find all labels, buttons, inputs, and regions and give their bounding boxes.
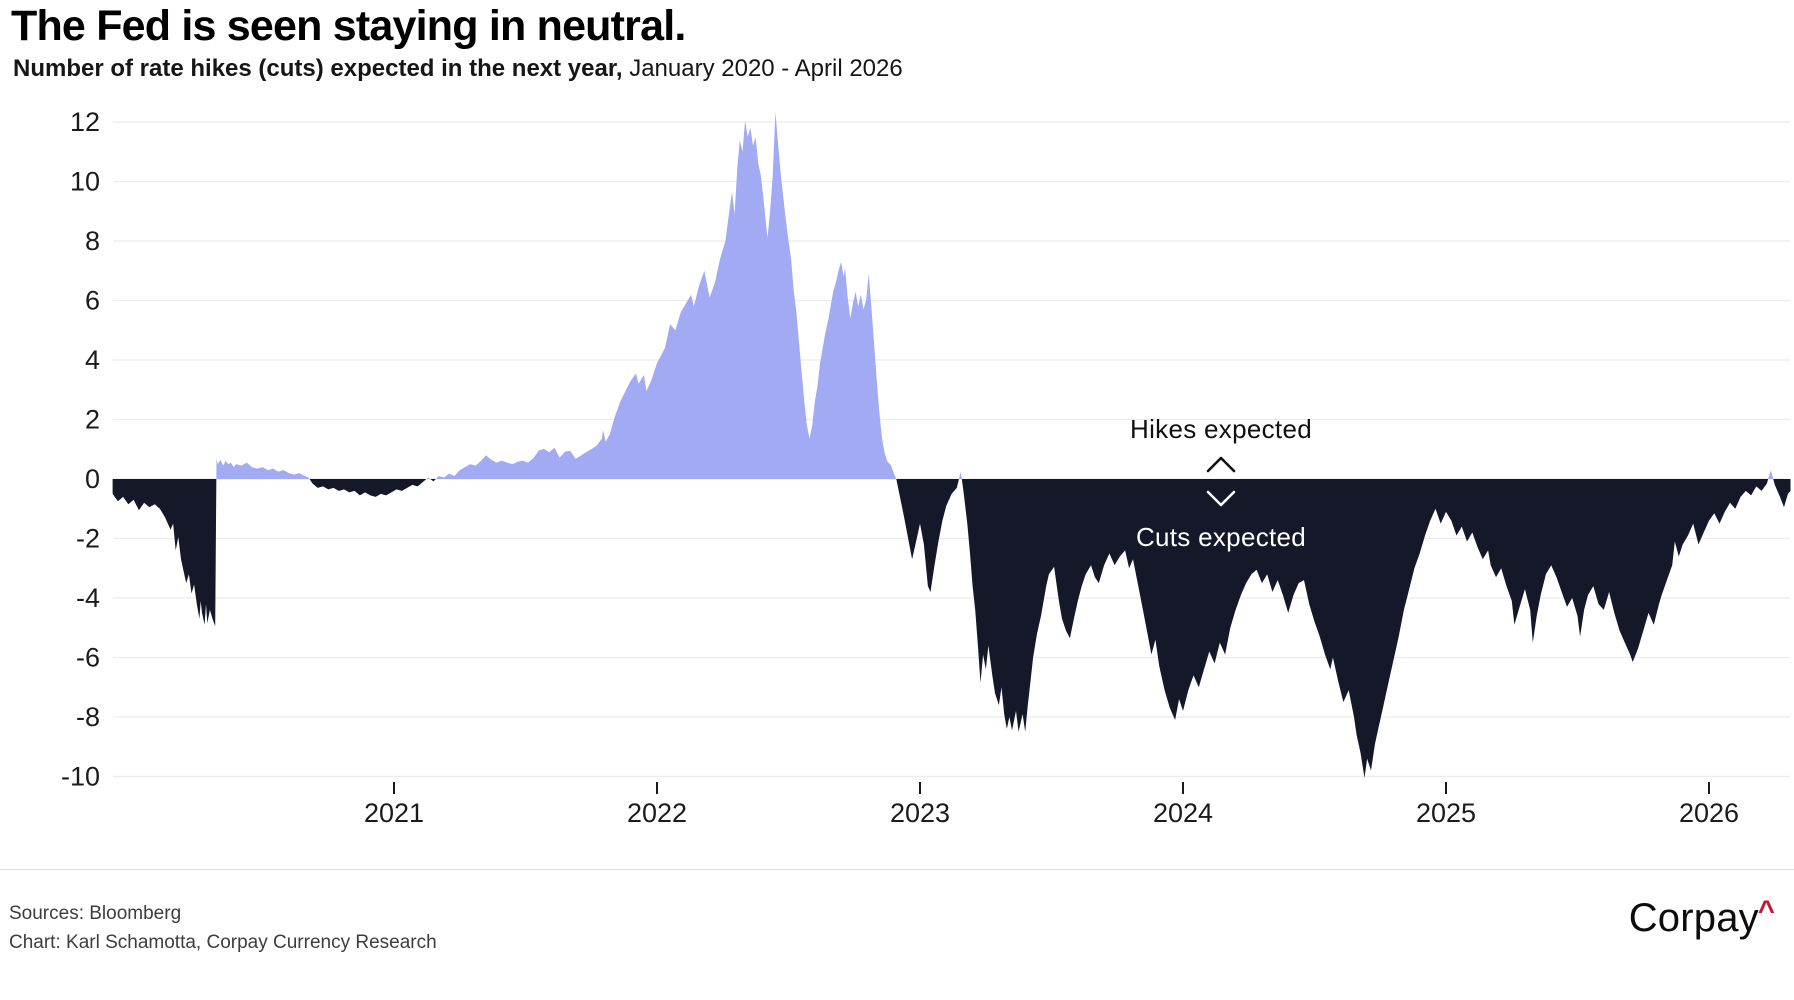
credit-note: Chart: Karl Schamotta, Corpay Currency R… [9,931,437,953]
x-tick-label-2025: 2025 [1416,798,1476,828]
footer-divider [0,869,1794,870]
chevron-up-icon [1206,456,1236,473]
x-tick-label-2021: 2021 [364,798,424,828]
y-tick-label--6: -6 [76,643,100,673]
corpay-logo: Corpay^ [1628,895,1776,941]
gridlines [113,121,1790,778]
y-tick-label-6: 6 [85,286,100,316]
y-tick-label--8: -8 [76,702,100,732]
hikes-expected-label: Hikes expected [1130,414,1312,444]
x-axis: 2021 2022 2023 2024 2025 2026 [364,782,1739,828]
y-axis-labels: 12 10 8 6 4 2 0 -2 -4 -6 -8 -10 [61,107,100,792]
x-tick-label-2024: 2024 [1153,798,1213,828]
y-tick-label-2: 2 [85,405,100,435]
y-tick-label-4: 4 [85,345,100,375]
corpay-logo-text: Corpay [1628,896,1759,940]
x-tick-label-2026: 2026 [1679,798,1739,828]
subtitle-date-range: January 2020 - April 2026 [622,55,903,82]
y-tick-label-10: 10 [70,167,100,197]
x-tick-label-2023: 2023 [890,798,950,828]
cuts-expected-area [112,479,1791,778]
footer-notes: Sources: Bloomberg Chart: Karl Schamotta… [9,900,437,957]
y-tick-label--4: -4 [76,583,100,613]
cuts-expected-label: Cuts expected [1136,522,1306,552]
x-tick-label-2022: 2022 [627,798,687,828]
chart-subtitle: Number of rate hikes (cuts) expected in … [13,55,903,83]
corpay-caret-icon: ^ [1757,895,1775,927]
y-tick-label--10: -10 [61,762,100,792]
hikes-expected-area [112,111,1791,479]
y-tick-label-12: 12 [70,107,100,137]
sources-note: Sources: Bloomberg [9,903,182,924]
annotation-cuts: Cuts expected [1136,490,1306,552]
page-title: The Fed is seen staying in neutral. [11,2,686,50]
y-tick-label-8: 8 [85,226,100,256]
y-tick-label--2: -2 [76,524,100,554]
annotation-hikes: Hikes expected [1130,414,1312,473]
chevron-down-icon [1206,490,1236,507]
subtitle-measure: Number of rate hikes (cuts) expected in … [13,55,623,82]
y-tick-label-0: 0 [85,464,100,494]
